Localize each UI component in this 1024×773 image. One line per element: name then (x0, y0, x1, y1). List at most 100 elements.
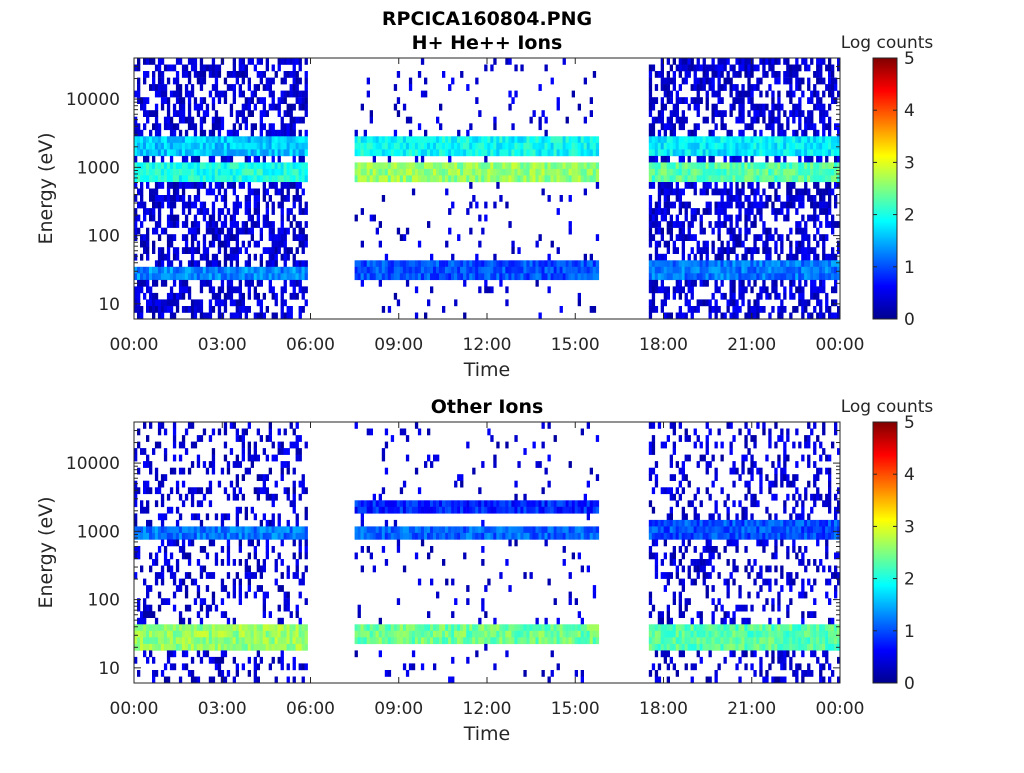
heatmap-cell (185, 605, 188, 612)
heatmap-cell (200, 605, 203, 612)
heatmap-cell (649, 110, 652, 117)
heatmap-cell (224, 189, 227, 196)
heatmap-cell (700, 273, 703, 280)
heatmap-cell (536, 149, 539, 156)
heatmap-cell (789, 169, 792, 176)
heatmap-cell (756, 117, 759, 124)
heatmap-cell (206, 228, 209, 235)
heatmap-cell (688, 254, 691, 261)
heatmap-cell (209, 572, 212, 579)
heatmap-cell (768, 58, 771, 65)
heatmap-cell (140, 143, 143, 150)
heatmap-cell (161, 533, 164, 540)
heatmap-cell (679, 169, 682, 176)
heatmap-cell (224, 637, 227, 644)
heatmap-cell (251, 234, 254, 241)
heatmap-cell (484, 143, 487, 150)
heatmap-cell (242, 143, 245, 150)
heatmap-cell (290, 247, 293, 254)
heatmap-cell (679, 280, 682, 287)
heatmap-cell (415, 313, 418, 320)
heatmap-cell (299, 313, 302, 320)
heatmap-cell (682, 97, 685, 104)
heatmap-cell (554, 162, 557, 169)
heatmap-cell (481, 162, 484, 169)
heatmap-cell (242, 631, 245, 638)
heatmap-cell (194, 273, 197, 280)
heatmap-cell (469, 273, 472, 280)
heatmap-cell (221, 559, 224, 566)
heatmap-cell (143, 579, 146, 586)
heatmap-cell (575, 175, 578, 182)
heatmap-cell (173, 136, 176, 143)
heatmap-cell (254, 195, 257, 202)
heatmap-cell (804, 123, 807, 130)
heatmap-cell (212, 540, 215, 547)
heatmap-cell (732, 228, 735, 235)
heatmap-cell (457, 130, 460, 137)
heatmap-cell (436, 117, 439, 124)
heatmap-cell (750, 286, 753, 293)
heatmap-cell (388, 306, 391, 313)
heatmap-cell (137, 175, 140, 182)
heatmap-cell (774, 228, 777, 235)
heatmap-cell (296, 273, 299, 280)
heatmap-cell (278, 624, 281, 631)
heatmap-cell (795, 162, 798, 169)
heatmap-cell (418, 123, 421, 130)
heatmap-cell (706, 136, 709, 143)
heatmap-cell (197, 78, 200, 85)
heatmap-cell (296, 71, 299, 78)
heatmap-cell (263, 637, 266, 644)
heatmap-cell (834, 299, 837, 306)
heatmap-cell (254, 221, 257, 228)
heatmap-cell (263, 273, 266, 280)
heatmap-cell (394, 84, 397, 91)
heatmap-cell (526, 273, 529, 280)
heatmap-cell (203, 533, 206, 540)
heatmap-cell (569, 195, 572, 202)
heatmap-cell (652, 130, 655, 137)
heatmap-cell (777, 71, 780, 78)
heatmap-cell (170, 221, 173, 228)
heatmap-cell (514, 273, 517, 280)
heatmap-cell (831, 286, 834, 293)
heatmap-cell (542, 189, 545, 196)
heatmap-cell (239, 110, 242, 117)
heatmap-cell (215, 559, 218, 566)
heatmap-cell (155, 65, 158, 72)
heatmap-cell (140, 136, 143, 143)
heatmap-cell (284, 175, 287, 182)
heatmap-cell (822, 267, 825, 274)
heatmap-cell (724, 175, 727, 182)
heatmap-cell (206, 260, 209, 267)
heatmap-cell (218, 293, 221, 300)
heatmap-cell (819, 313, 822, 320)
heatmap-cell (484, 215, 487, 222)
heatmap-cell (233, 299, 236, 306)
heatmap-cell (655, 280, 658, 287)
heatmap-cell (673, 71, 676, 78)
heatmap-cell (239, 461, 242, 468)
heatmap-cell (164, 474, 167, 481)
heatmap-cell (780, 280, 783, 287)
heatmap-cell (212, 208, 215, 215)
heatmap-cell (721, 221, 724, 228)
heatmap-cell (508, 273, 511, 280)
heatmap-cell (385, 267, 388, 274)
heatmap-cell (667, 286, 670, 293)
heatmap-cell (236, 221, 239, 228)
heatmap-cell (679, 189, 682, 196)
heatmap-cell (355, 130, 358, 137)
heatmap-cell (218, 117, 221, 124)
heatmap-cell (804, 182, 807, 189)
heatmap-cell (370, 117, 373, 124)
heatmap-cell (750, 143, 753, 150)
heatmap-cell (278, 65, 281, 72)
heatmap-cell (732, 241, 735, 248)
heatmap-cell (822, 91, 825, 98)
heatmap-cell (697, 162, 700, 169)
heatmap-cell (700, 149, 703, 156)
heatmap-cell (738, 286, 741, 293)
heatmap-cell (382, 267, 385, 274)
